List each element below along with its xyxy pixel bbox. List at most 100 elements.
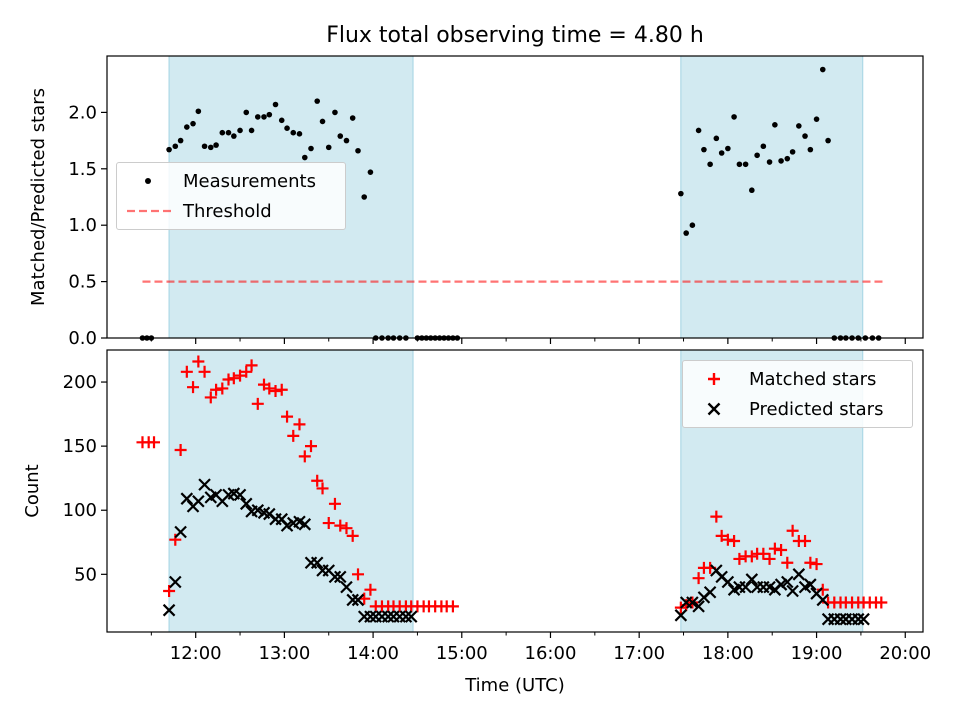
matched-star-point <box>227 372 240 385</box>
matched-star-point <box>757 547 770 560</box>
predicted-star-point <box>239 497 253 511</box>
predicted-star-point <box>692 600 705 613</box>
predicted-star-point <box>816 593 830 607</box>
y-tick-label: 50 <box>74 564 97 585</box>
measurement-point <box>367 169 374 175</box>
legend-x-marker <box>683 394 749 424</box>
top-y-axis: 0.0 0.5 1.0 1.5 2.0 <box>68 102 107 349</box>
predicted-star-point <box>346 593 359 607</box>
y-tick-label: 2.0 <box>68 102 97 123</box>
measurement-point <box>796 123 802 129</box>
matched-star-point <box>728 534 741 547</box>
matched-star-point <box>715 529 728 542</box>
matched-star-point <box>710 510 723 523</box>
top-y-axis-label: Matched/Predicted stars <box>28 88 49 306</box>
measurement-point <box>172 143 179 150</box>
predicted-star-point <box>399 610 413 623</box>
measurement-point <box>807 146 814 153</box>
measurement-point <box>343 137 350 144</box>
matched-star-point <box>263 382 276 395</box>
measurement-point <box>760 143 767 150</box>
measurement-point <box>296 131 303 137</box>
matched-star-point <box>210 383 223 396</box>
measurement-point <box>754 152 760 159</box>
matched-star-point <box>804 556 817 569</box>
matched-star-point <box>169 533 182 546</box>
matched-star-point <box>269 385 282 398</box>
measurement-point <box>248 127 255 134</box>
x-tick-label: 14:00 <box>347 643 399 664</box>
x-tick-label: 20:00 <box>879 643 931 664</box>
predicted-star-point <box>851 612 865 626</box>
measurement-point <box>231 133 237 139</box>
matched-star-point <box>275 383 288 396</box>
top-legend: Measurements Threshold <box>116 162 346 230</box>
predicted-star-point <box>745 573 759 586</box>
predicted-star-point <box>364 610 377 623</box>
predicted-star-point <box>351 593 365 607</box>
matched-star-point <box>733 552 746 565</box>
matched-star-point <box>174 443 187 456</box>
measurement-point <box>766 159 773 165</box>
measurement-point <box>778 158 784 164</box>
measurement-point <box>225 129 232 136</box>
predicted-star-point <box>834 612 847 626</box>
x-tick-label: 17:00 <box>613 643 665 664</box>
legend-dot-marker <box>117 166 183 196</box>
predicted-star-point <box>674 609 688 622</box>
measurement-point <box>272 101 279 108</box>
measurement-point <box>772 122 778 128</box>
matched-star-point <box>721 533 734 546</box>
predicted-star-point <box>686 596 699 609</box>
x-tick-label: 19:00 <box>791 643 843 664</box>
matched-star-point <box>816 583 829 596</box>
matched-star-point <box>192 355 205 368</box>
matched-star-point <box>810 558 823 571</box>
matched-star-point <box>180 365 193 378</box>
matched-star-point <box>763 552 776 565</box>
legend-plus-marker <box>683 364 749 394</box>
measurement-point <box>789 149 796 155</box>
matched-star-point <box>240 365 253 378</box>
matched-star-point <box>352 568 365 581</box>
top-series-layer <box>139 66 884 341</box>
bottom-y-axis-label: Count <box>22 464 43 517</box>
measurement-point <box>314 98 321 104</box>
matched-star-point <box>222 373 235 386</box>
matched-star-point <box>198 365 211 378</box>
measurement-point <box>678 190 684 197</box>
x-axis-label: Time (UTC) <box>464 675 565 696</box>
matched-star-point <box>775 543 788 556</box>
bottom-y-axis: 50 100 150 200 <box>63 372 107 585</box>
legend-item-predicted-stars: Predicted stars <box>683 394 883 424</box>
top-x-ticks <box>150 338 906 344</box>
measurement-point <box>219 129 226 136</box>
chart-title: Flux total observing time = 4.80 h <box>326 23 704 48</box>
predicted-star-point <box>786 584 799 598</box>
predicted-star-point <box>198 478 211 491</box>
matched-star-point <box>311 474 324 487</box>
x-tick-label: 16:00 <box>525 643 577 664</box>
measurement-point <box>349 115 356 121</box>
matched-star-point <box>316 482 329 495</box>
matched-star-point <box>364 583 377 596</box>
measurement-point <box>308 145 314 152</box>
predicted-star-point <box>792 568 806 581</box>
measurement-point <box>166 146 172 153</box>
measurement-point <box>713 135 720 142</box>
legend-item-measurements: Measurements <box>117 166 316 196</box>
matched-star-point <box>786 524 799 537</box>
matched-star-point <box>875 596 888 609</box>
matched-star-point <box>245 359 258 372</box>
predicted-star-point <box>333 570 347 584</box>
predicted-star-point <box>233 488 247 502</box>
measurement-point <box>195 108 202 115</box>
measurement-point <box>254 114 261 120</box>
legend-label-predicted-stars: Predicted stars <box>749 398 884 420</box>
matched-star-point <box>187 381 200 394</box>
measurement-point <box>319 118 326 125</box>
measurement-point <box>190 120 196 127</box>
measurement-point <box>749 187 755 194</box>
matched-star-point <box>781 556 794 569</box>
